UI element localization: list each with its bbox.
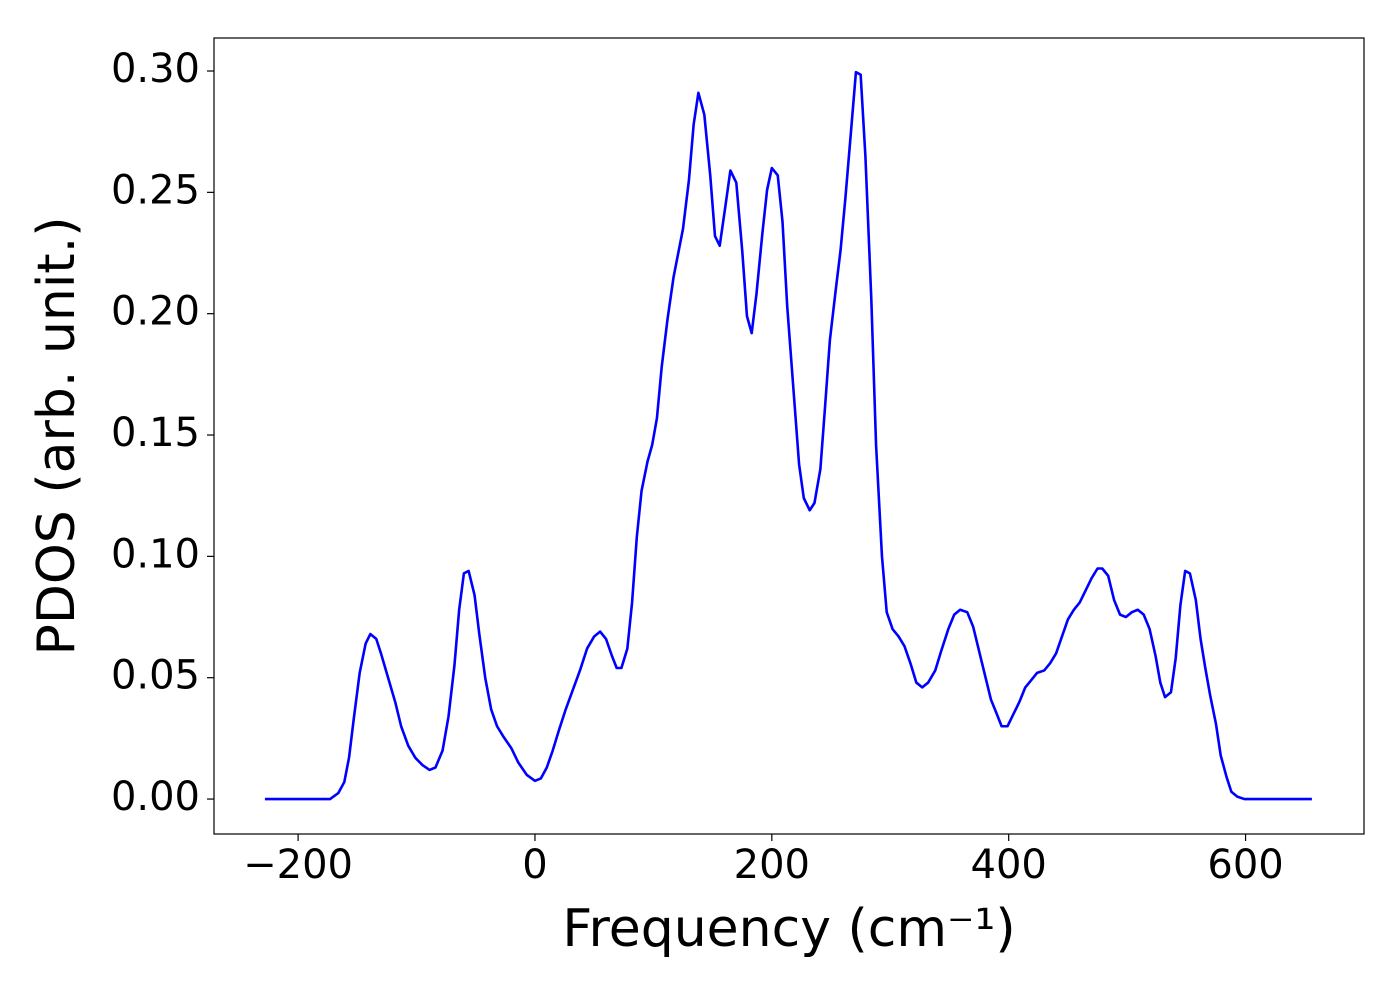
y-tick-label: 0.30 — [111, 46, 200, 92]
data-line — [264, 70, 1312, 801]
x-tick-label: 0 — [522, 842, 547, 888]
y-tick-label: 0.00 — [111, 774, 200, 820]
y-tick-label: 0.15 — [111, 410, 200, 456]
x-tick-label: −200 — [243, 842, 353, 888]
y-tick-label: 0.10 — [111, 531, 200, 577]
y-tick-label: 0.20 — [111, 289, 200, 335]
y-tick-label: 0.05 — [111, 653, 200, 699]
x-tick-label: 200 — [734, 842, 810, 888]
x-tick-label: 600 — [1207, 842, 1283, 888]
x-tick-label: 400 — [971, 842, 1047, 888]
plot-frame — [213, 37, 1365, 835]
y-tick-label: 0.25 — [111, 167, 200, 213]
y-axis-label: PDOS (arb. unit.) — [27, 216, 87, 655]
x-axis-label: Frequency (cm⁻¹) — [562, 899, 1015, 959]
